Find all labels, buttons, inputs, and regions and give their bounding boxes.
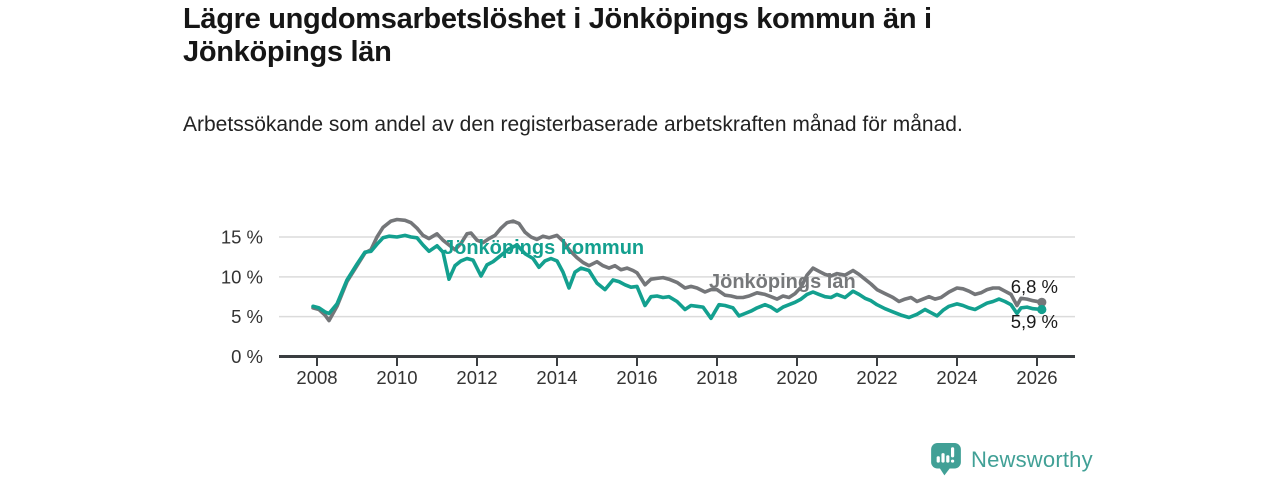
newsworthy-brand: Newsworthy [931,443,1093,477]
x-tick-label: 2016 [616,367,657,388]
y-tick-label: 0 % [231,346,263,367]
x-tick-label: 2022 [856,367,897,388]
end-value-lan: 6,8 % [1010,276,1058,297]
x-tick-label: 2008 [296,367,337,388]
y-tick-label: 5 % [231,306,263,327]
x-tick-label: 2012 [456,367,497,388]
series-line-0 [311,217,1044,323]
end-value-kommun: 5,9 % [1010,311,1058,332]
series-end-dot-0 [1037,297,1047,307]
y-tick-label: 10 % [221,266,263,287]
series-end-dot-1 [1037,304,1047,315]
x-tick-label: 2018 [696,367,737,388]
x-tick-label: 2010 [376,367,417,388]
brand-name: Newsworthy [971,447,1093,472]
x-tick-label: 2014 [536,367,577,388]
series-line-1 [311,233,1044,321]
x-tick-label: 2020 [776,367,817,388]
x-tick-label: 2026 [1016,367,1057,388]
chart-subtitle: Arbetssökande som andel av den registerb… [183,113,963,136]
series-label-lan: Jönköpings län [709,271,856,293]
x-tick-label: 2024 [936,367,977,388]
series-label-kommun: Jönköpings kommun [443,237,645,259]
newsworthy-logo-icon [931,443,961,476]
page-title: Lägre ungdomsarbetslöshet i Jönköpings k… [183,3,932,68]
y-tick-label: 15 % [221,226,263,247]
